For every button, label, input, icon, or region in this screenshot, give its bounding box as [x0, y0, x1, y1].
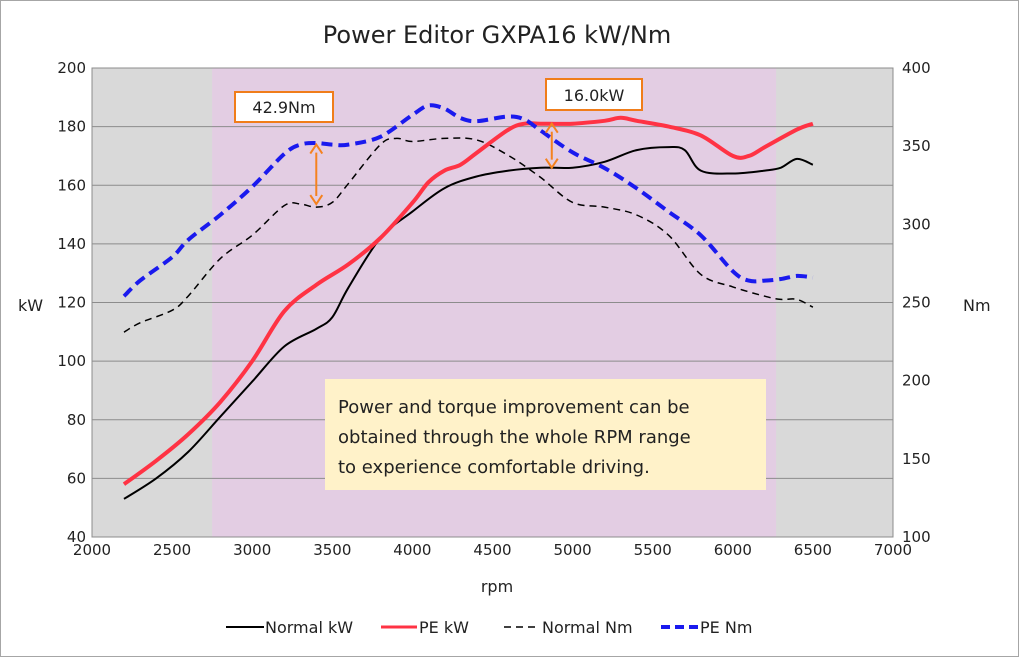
y2-tick-label: 150	[902, 450, 931, 468]
x-tick-label: 3000	[233, 541, 271, 559]
x-tick-label: 2000	[73, 541, 111, 559]
x-tick-label: 3500	[313, 541, 351, 559]
x-axis-label: rpm	[481, 577, 513, 596]
chart-title: Power Editor GXPA16 kW/Nm	[323, 21, 671, 49]
x-tick-label: 5500	[634, 541, 672, 559]
x-tick-label: 2500	[153, 541, 191, 559]
annotation-arrow-head-up	[544, 121, 559, 134]
series-line-pe-nm	[122, 103, 814, 298]
y-tick-label: 160	[57, 176, 86, 194]
gridlines	[92, 126, 893, 479]
x-tick-label: 5000	[554, 541, 592, 559]
annotation-arrow-head-up	[309, 142, 324, 155]
tick-labels: 2000 2500 3000 3500 4000 4500 5000 5500 6000 6500…	[57, 59, 930, 559]
series-layer	[122, 103, 814, 500]
note-box: Power and torque improvement can be obta…	[325, 379, 766, 490]
annotation-box-kw: 16.0kW	[545, 78, 643, 111]
note-line-3: to experience comfortable driving.	[338, 457, 650, 478]
y2-tick-label: 250	[902, 294, 931, 312]
annotation-arrow-head-down	[544, 158, 559, 170]
x-tick-label: 7000	[874, 541, 912, 559]
y-tick-label: 40	[67, 528, 86, 546]
y-tick-label: 60	[67, 469, 86, 487]
y-axis-label-left: kW	[18, 296, 43, 315]
legend-label-pe-kw: PE kW	[419, 618, 469, 637]
x-tick-label: 6000	[714, 541, 752, 559]
annotation-box-nm: 42.9Nm	[234, 91, 334, 123]
x-tick-label: 4500	[473, 541, 511, 559]
annotation-box-kw-frame	[545, 78, 643, 111]
annotation-nm-text: 42.9Nm	[252, 98, 315, 117]
y-tick-label: 120	[57, 294, 86, 312]
note-box-bg	[325, 379, 766, 490]
legend-label-pe-nm: PE Nm	[700, 618, 752, 637]
note-line-1: Power and torque improvement can be	[338, 397, 690, 418]
y-tick-label: 100	[57, 352, 86, 370]
note-line-2: obtained through the whole RPM range	[338, 427, 691, 448]
series-line-normal-nm	[123, 137, 814, 333]
series-line-pe-kw	[122, 115, 814, 486]
y-tick-label: 80	[67, 411, 86, 429]
x-tick-label: 6500	[794, 541, 832, 559]
y-tick-label: 140	[57, 235, 86, 253]
y-tick-label: 180	[57, 118, 86, 136]
y-tick-label: 200	[57, 59, 86, 77]
y-axis-label-right: Nm	[963, 296, 991, 315]
y2-tick-label: 100	[902, 528, 931, 546]
x-tick-label: 4000	[393, 541, 431, 559]
series-line-normal-kw	[123, 146, 814, 500]
y2-tick-label: 200	[902, 372, 931, 390]
legend-label-normal-nm: Normal Nm	[542, 618, 633, 637]
y2-tick-label: 350	[902, 137, 931, 155]
legend: Normal kW PE kW Normal Nm PE Nm	[226, 618, 752, 637]
annotation-arrows	[309, 121, 559, 206]
legend-label-normal-kw: Normal kW	[265, 618, 353, 637]
y2-tick-label: 300	[902, 215, 931, 233]
annotation-box-nm-frame	[234, 91, 334, 123]
y2-tick-label: 400	[902, 59, 931, 77]
annotation-arrow-head-down	[309, 194, 324, 206]
annotation-kw-text: 16.0kW	[564, 86, 625, 105]
